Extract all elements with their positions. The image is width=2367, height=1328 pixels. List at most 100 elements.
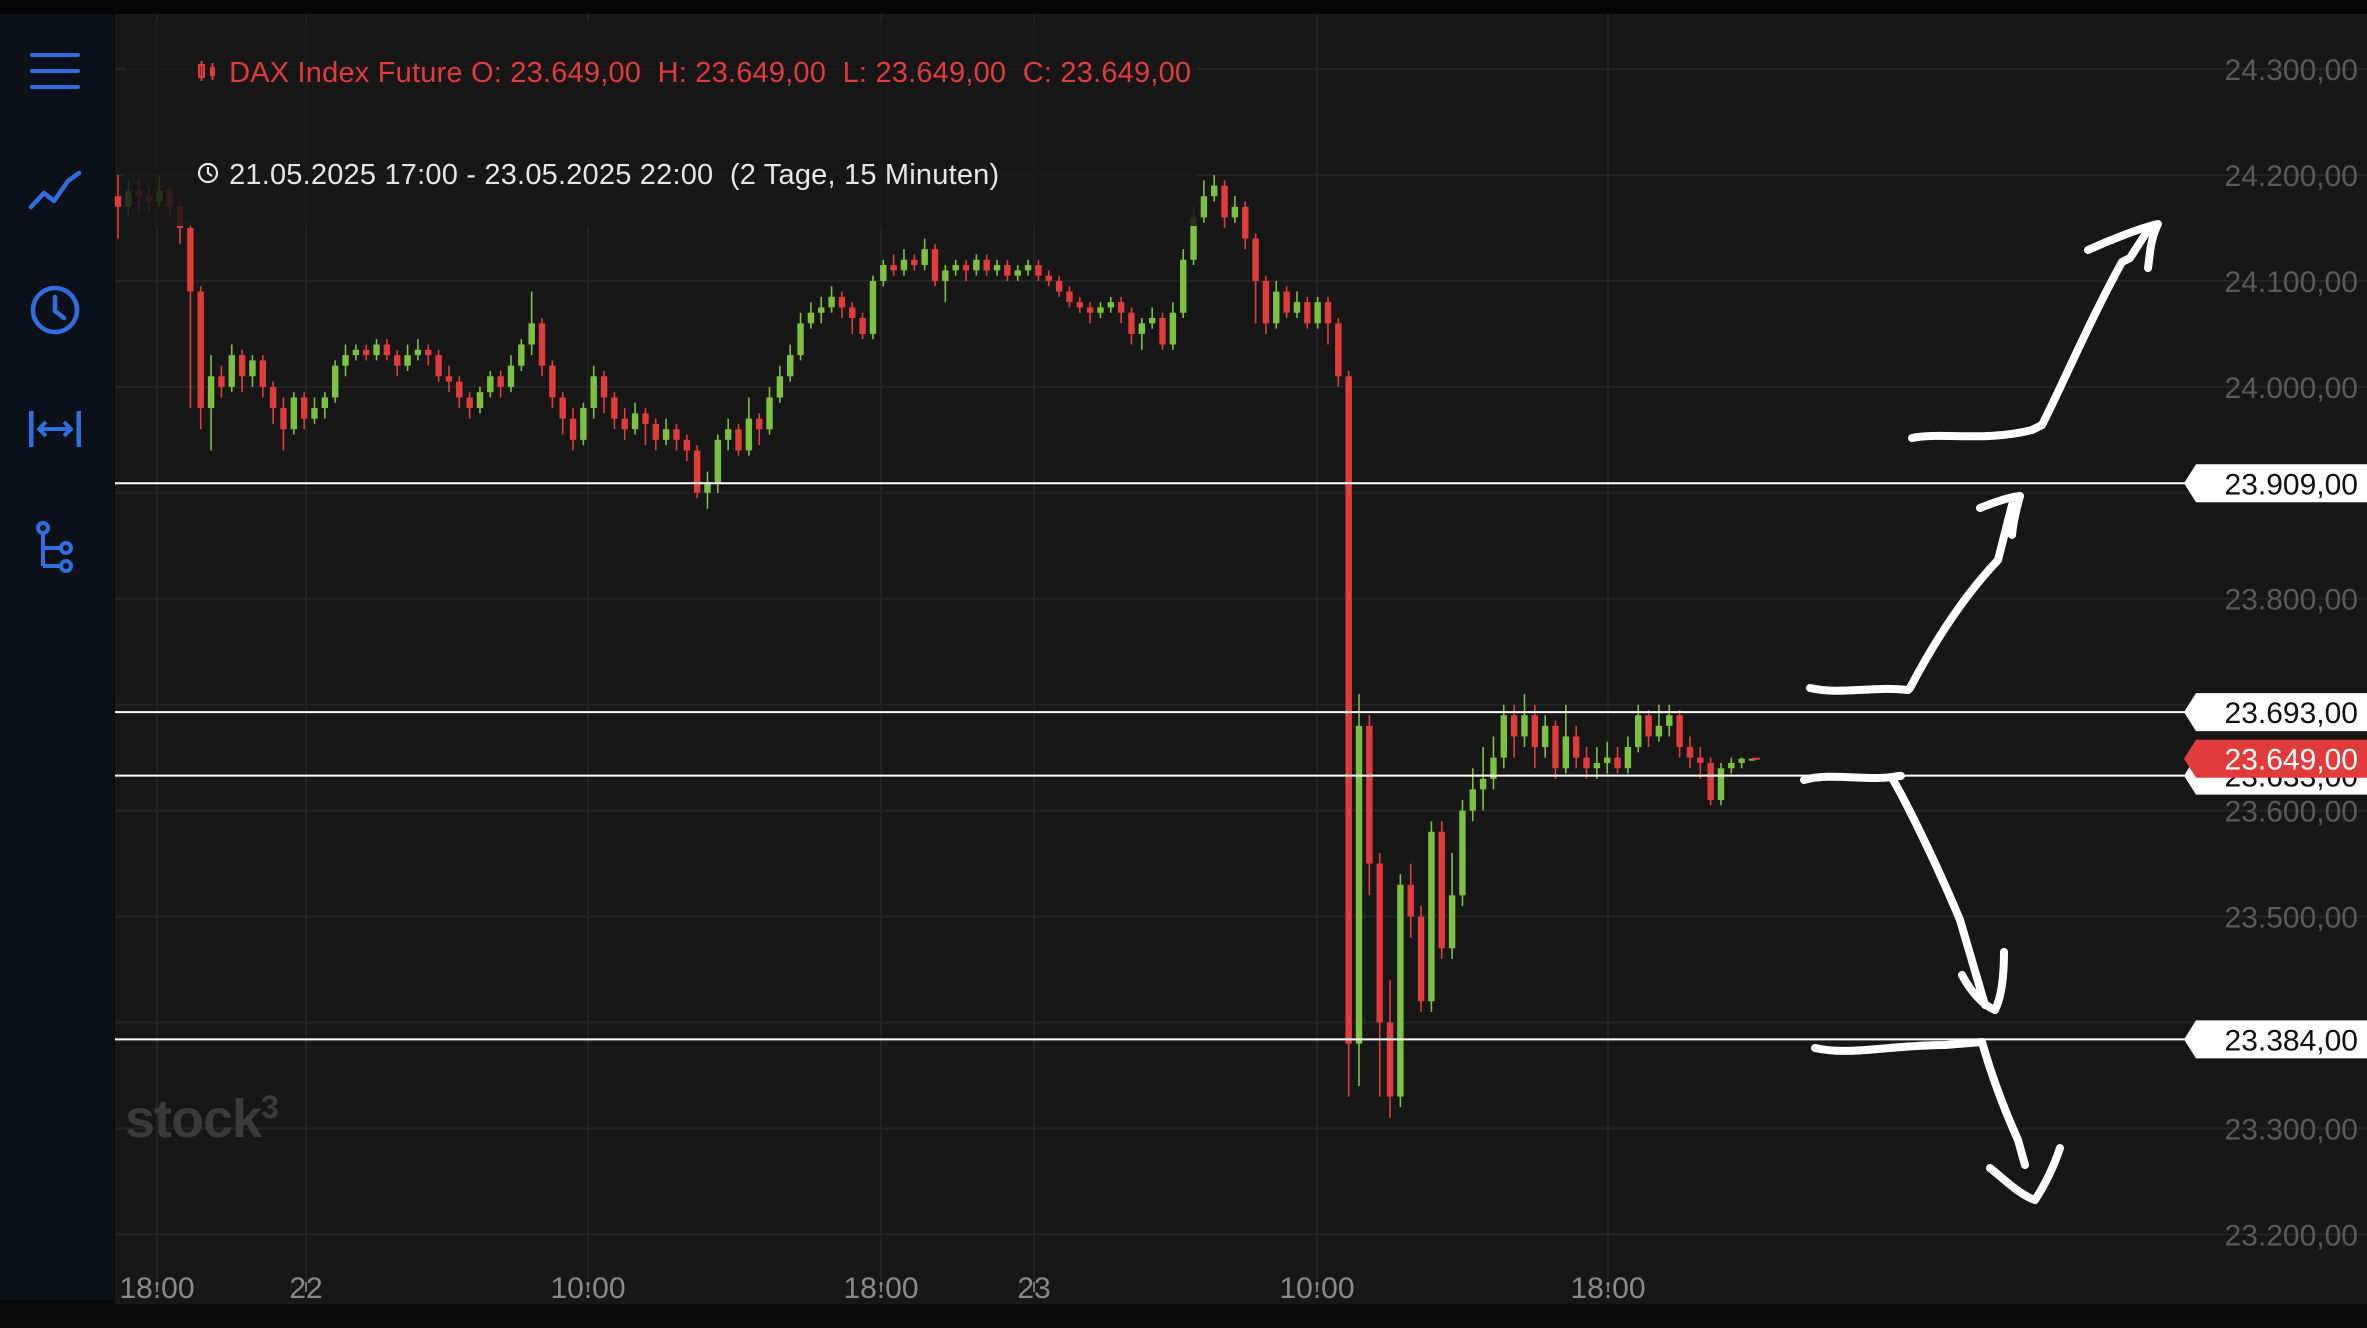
candle-body [1738,758,1745,763]
candle-body [1510,715,1518,737]
candle-body [983,259,990,271]
candle-body [1500,715,1508,758]
clock-small-icon [131,124,219,226]
candle-body [869,280,877,334]
horizontal-lines[interactable]: 23.909,0023.693,0023.633,0023.384,0023.6… [115,464,2367,1059]
chart-area[interactable] [115,14,2367,1304]
candle-body [1024,265,1032,271]
candle-body [735,429,742,451]
candle-body [507,365,515,387]
candle-body [218,376,225,387]
time-range-button[interactable] [22,396,88,462]
sidebar [0,14,113,1300]
candle-body [1242,206,1249,239]
candle-body [1417,916,1425,1002]
timeframe-button[interactable] [22,277,88,343]
bottom-bar [0,1304,2367,1328]
candle-body [290,397,298,430]
candle-body [207,376,215,409]
current-price-bg [2184,739,2367,778]
level-tag-bg [2184,1020,2367,1059]
candle-body [1604,757,1611,763]
candle-body [1469,789,1476,811]
ohlc-legend-row: DAX Index Future O: 23.649,00 H: 23.649,… [125,22,1198,124]
candle-body [559,397,566,419]
candle-body [435,355,442,377]
candle-body [538,323,546,366]
candle-body [1283,291,1290,313]
candle-body [642,413,649,424]
arrow-down-long [1811,1038,2064,1204]
candle-body [859,318,866,334]
line-chart-icon [28,170,82,210]
y-tick-label: 23.800,00 [2225,584,2358,617]
candle-body [1169,312,1177,345]
x-tick-label: 22 [289,1272,322,1305]
candle-body [487,376,494,393]
candle-body [114,196,122,207]
candle-body [807,312,815,324]
candle-body [1117,302,1125,313]
candle-body [724,429,732,440]
candle-body [1014,270,1021,276]
candle-body [1366,725,1373,864]
candle-body [342,355,349,366]
candle-body [300,397,308,419]
x-tick-label: 18:00 [1570,1272,1645,1305]
menu-button[interactable] [22,38,88,104]
candle-body [269,386,277,409]
candle-body [1262,280,1270,324]
candle-body [818,307,825,313]
candle-body [1211,185,1218,197]
candle-body [549,365,556,398]
indicators-button[interactable] [22,514,88,580]
candle-body [1324,302,1332,324]
candle-body [631,413,639,430]
candle-body [693,450,701,493]
candle-body [1314,302,1321,324]
candle-body [1583,757,1590,769]
x-tick-label: 18:00 [843,1272,918,1305]
candle-body [993,265,1001,271]
candle-body [373,344,380,356]
candle-body [1335,323,1342,377]
candle-body [580,408,587,440]
candle-body [331,365,339,398]
candle-body [1045,275,1052,281]
chart-legend: DAX Index Future O: 23.649,00 H: 23.649,… [125,22,1198,226]
candle-body [1562,736,1570,769]
candle-body [394,355,401,366]
y-tick-label: 23.200,00 [2225,1219,2358,1252]
candle-body [1645,715,1652,737]
level-tag-label: 23.909,00 [2225,468,2358,501]
candle-body [921,249,928,266]
candle-body [745,418,753,451]
level-price-tag: 23.909,00 [2184,464,2367,503]
candle-body [1159,318,1166,345]
arrow-up-short [1806,492,2024,695]
candle-body [518,344,525,366]
candle-body [238,355,246,377]
level-tag-bg [2184,464,2367,503]
chart-type-button[interactable] [22,158,88,224]
candle-body [362,349,370,356]
candle-body [931,249,939,281]
x-tick-label: 23 [1017,1272,1050,1305]
candle-body [1614,757,1621,769]
candle-body [259,360,266,387]
x-tick-label: 10:00 [1279,1272,1354,1305]
candle-body [1655,725,1663,737]
current-price-tag: 23.649,00 [1752,739,2367,778]
current-price-label: 23.649,00 [2225,744,2358,777]
candle-body [414,349,422,356]
candle-body [787,355,794,377]
candle-body [1448,895,1456,949]
candle-body [828,296,835,308]
candle-body [1138,323,1146,334]
candle-body [1676,715,1683,748]
candle-body [1490,757,1497,779]
x-tick-label: 18:00 [119,1272,194,1305]
candle-body [1345,376,1352,1044]
candle-body [797,323,804,356]
candle-body [1293,302,1301,313]
